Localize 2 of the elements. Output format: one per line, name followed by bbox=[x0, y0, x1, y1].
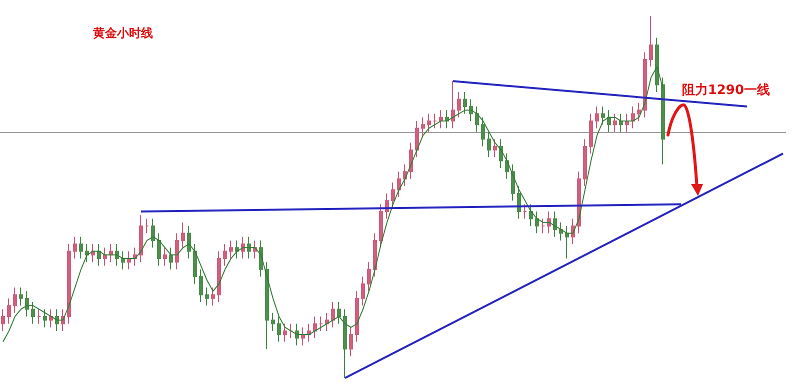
annotation: 阻力1290一线 bbox=[682, 83, 770, 98]
text: 黄金小时线 bbox=[92, 26, 153, 40]
